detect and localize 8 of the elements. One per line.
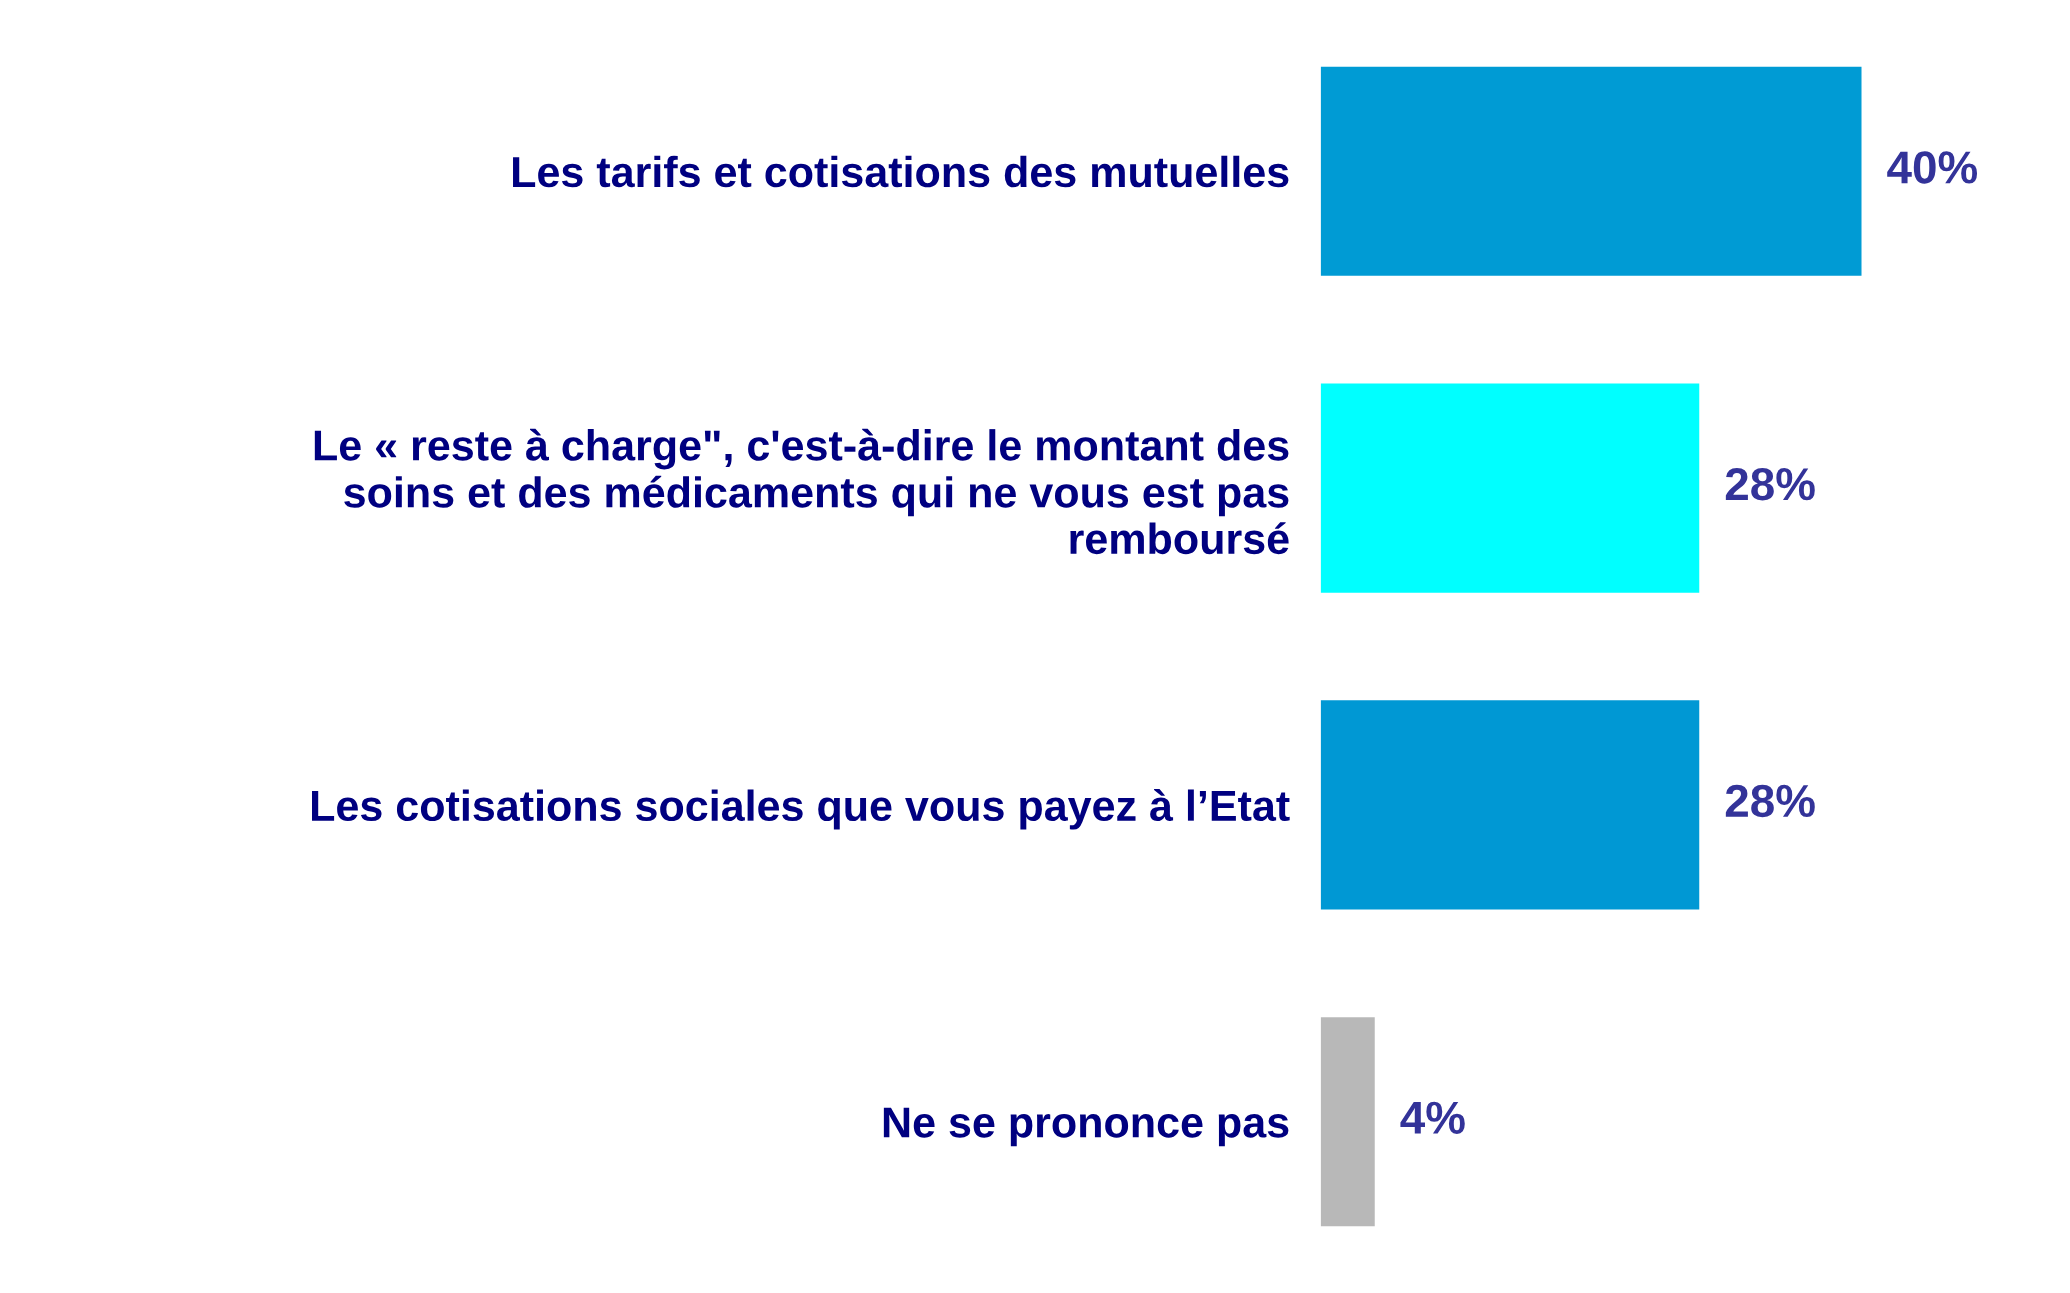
y-tick-label: Les cotisations sociales que vous payez à l’Etat <box>312 789 1290 830</box>
y-tick-label: Les tarifs et cotisations des mutuelles <box>513 155 1289 188</box>
y-tick-label: Ne se prononce pas <box>883 1107 1289 1147</box>
data-label: 4% <box>1400 1101 1465 1134</box>
data-label: 40% <box>1887 151 1978 184</box>
y-tick-label: Le « reste à charge", c'est-à-dire le montant des soins et des médicaments qui ne vous est pas remboursé <box>314 428 1289 555</box>
data-label: 28% <box>1725 784 1815 818</box>
data-label: 28% <box>1725 467 1815 501</box>
